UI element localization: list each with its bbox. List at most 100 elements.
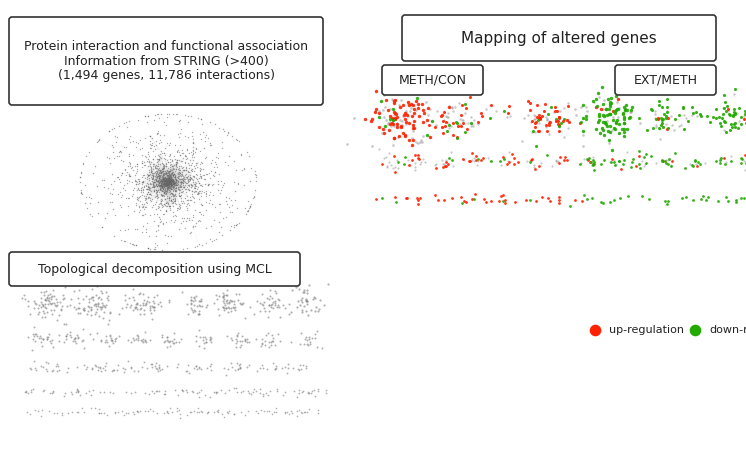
Point (165, 180, 177, 187)
Point (154, 185, 166, 193)
Point (295, 410, 307, 417)
Point (376, 194, 388, 202)
Point (591, 102, 603, 110)
Point (527, 156, 539, 163)
Point (142, 150, 154, 158)
Point (610, 116, 622, 123)
Point (127, 285, 139, 292)
Point (319, 302, 330, 309)
Point (149, 152, 161, 160)
Point (140, 175, 151, 182)
Point (166, 182, 178, 189)
Point (181, 184, 193, 191)
Point (160, 180, 172, 188)
Point (159, 337, 171, 345)
Point (152, 301, 164, 308)
Point (132, 185, 144, 192)
Point (718, 126, 730, 134)
Point (597, 112, 609, 119)
Point (56, 302, 68, 310)
Point (493, 197, 505, 205)
Point (300, 297, 312, 304)
Point (218, 299, 230, 306)
Point (152, 157, 164, 164)
Point (233, 219, 245, 226)
Point (389, 115, 401, 123)
Point (71, 363, 83, 371)
Point (609, 119, 621, 126)
Point (147, 180, 159, 188)
Point (256, 361, 268, 369)
Point (186, 181, 198, 189)
Point (214, 208, 226, 216)
Point (400, 109, 412, 117)
Point (162, 176, 174, 183)
Point (162, 179, 174, 186)
Point (189, 183, 201, 190)
Point (485, 157, 497, 165)
Point (164, 177, 176, 184)
Point (124, 162, 136, 170)
Point (410, 85, 421, 92)
Point (203, 180, 215, 188)
Point (154, 361, 166, 369)
Point (166, 176, 178, 183)
Point (169, 173, 181, 180)
Point (546, 162, 558, 170)
Point (694, 160, 706, 168)
Point (238, 182, 250, 189)
Point (164, 176, 176, 184)
Point (563, 202, 575, 209)
Point (192, 183, 204, 191)
Point (408, 117, 420, 125)
Point (45, 281, 57, 288)
Point (222, 409, 233, 417)
Point (192, 404, 204, 411)
Point (173, 168, 185, 176)
Point (154, 183, 166, 191)
Point (195, 175, 207, 182)
Point (169, 184, 181, 192)
Point (121, 300, 133, 307)
Point (174, 192, 186, 200)
Point (269, 365, 281, 373)
Point (403, 101, 415, 109)
Point (154, 170, 166, 177)
Point (720, 107, 732, 114)
Point (148, 182, 160, 190)
Point (159, 177, 171, 184)
Point (143, 302, 155, 310)
Point (304, 340, 316, 347)
Point (480, 198, 492, 206)
Point (555, 120, 567, 127)
Point (303, 389, 315, 396)
Point (135, 187, 147, 194)
Point (285, 309, 297, 316)
Point (131, 299, 142, 306)
Point (147, 407, 159, 415)
Point (145, 134, 157, 142)
Point (192, 163, 204, 170)
Point (589, 160, 601, 167)
Point (133, 176, 145, 183)
Point (72, 304, 84, 311)
Point (302, 311, 314, 319)
Point (166, 169, 178, 177)
Point (213, 292, 225, 300)
Point (162, 183, 174, 190)
Point (131, 178, 143, 185)
Point (200, 240, 212, 247)
Point (130, 169, 142, 177)
Point (160, 177, 172, 184)
Point (303, 333, 315, 341)
Point (636, 158, 648, 165)
Point (156, 365, 168, 372)
Point (164, 179, 176, 186)
Point (163, 180, 175, 187)
Point (402, 156, 414, 164)
Point (151, 365, 163, 373)
Point (241, 338, 253, 346)
Point (165, 174, 177, 182)
Point (32, 407, 44, 415)
Point (163, 174, 175, 182)
